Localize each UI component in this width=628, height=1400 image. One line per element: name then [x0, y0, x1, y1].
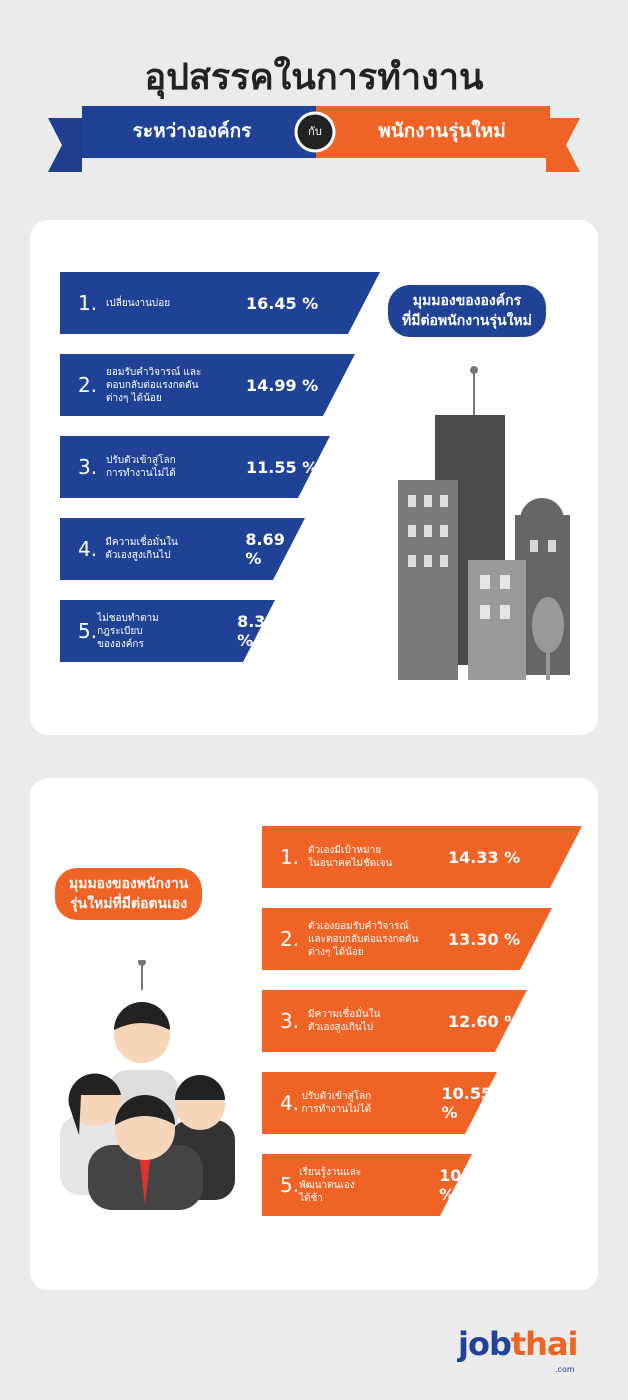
- item-value: 14.33 %: [448, 847, 521, 867]
- rank: 2.: [280, 927, 300, 951]
- item-text: ตัวเองยอมรับคำวิจารณ์ และตอบกลับต่อแรงกดด…: [308, 920, 448, 959]
- item-text: ตัวเองมีเป้าหมายในอนาคตไม่ชัดเจน: [308, 844, 448, 870]
- funnel-bar: 5. ไม่ชอบทำตาม กฎระเบียบ ขององค์กร 8.30 %: [60, 600, 275, 662]
- item-text: ไม่ชอบทำตาม กฎระเบียบ ขององค์กร: [97, 612, 237, 651]
- item-text-line: ในอนาคตไม่ชัดเจน: [308, 858, 393, 869]
- buildings-illustration: [398, 366, 570, 680]
- item-text-line: เรียนรู้งานและ: [299, 1166, 362, 1178]
- logo-domain: .com: [555, 1365, 575, 1374]
- bubble-line: รุ่นใหม่ที่มีต่อตนเอง: [70, 896, 188, 912]
- rank: 2.: [78, 373, 98, 397]
- item-text: มีความเชื่อมั่นในตัวเองสูงเกินไป: [308, 1008, 448, 1034]
- item-text: ยอมรับคำวิจารณ์ และ ตอบกลับต่อแรงกดดัน ต่า…: [106, 366, 246, 405]
- item-text-line: ตัวเองมีเป้าหมาย: [308, 845, 382, 856]
- item-value: 8.69 %: [245, 530, 285, 568]
- rank: 4.: [78, 537, 98, 561]
- funnel-bar: 2. ตัวเองยอมรับคำวิจารณ์ และตอบกลับต่อแรงก…: [262, 908, 552, 970]
- item-text-line: ได้ช้า: [299, 1192, 324, 1204]
- item-text-line: ปรับตัวเข้าสู่โลก: [106, 455, 176, 466]
- bubble: มุมมองของพนักงานรุ่นใหม่ที่มีต่อตนเอง: [55, 868, 203, 920]
- item-text-line: ตัวเองยอมรับคำวิจารณ์: [308, 920, 409, 932]
- funnel-bar: 3. มีความเชื่อมั่นใน ตัวเองสูงเกินไป 12.60 …: [262, 990, 527, 1052]
- item-text-line: พัฒนาตนเอง: [299, 1179, 355, 1191]
- rank: 5.: [78, 619, 98, 643]
- item-text-line: มีความเชื่อมั่นใน: [308, 1009, 381, 1020]
- item-text-line: ตอบกลับต่อแรงกดดัน: [106, 379, 199, 391]
- item-value: 16.45 %: [246, 293, 319, 313]
- item-text: ปรับตัวเข้าสู่โลกการทำงานไม่ได้: [302, 1090, 442, 1116]
- item-text-line: มีความเชื่อมั่นใน: [105, 537, 178, 548]
- item-text-line: ตัวเองสูงเกินไป: [308, 1022, 374, 1033]
- funnel-bar: 1. เปลี่ยนงานบ่อย 16.45 %: [60, 272, 380, 334]
- title: อุปสรรคในการทำงาน: [144, 57, 484, 98]
- item-value: 12.60 %: [448, 1011, 521, 1031]
- rank: 1.: [280, 845, 300, 869]
- funnel-bar: 2. ยอมรับคำวิจารณ์ และ ตอบกลับต่อแรงกดดันต…: [60, 354, 355, 416]
- item-text: เรียนรู้งานและ พัฒนาตนเอง ได้ช้า: [299, 1166, 439, 1205]
- item-text-line: ตัวเองสูงเกินไป: [105, 550, 171, 561]
- funnel-bar: 4. ปรับตัวเข้าสู่โลก การทำงานไม่ได้ 10.55 %: [262, 1072, 497, 1134]
- bubble-line: ที่มีต่อพนักงานรุ่นใหม่: [402, 313, 532, 329]
- bubble-line: มุมมองขององค์กร: [412, 293, 522, 309]
- item-text-line: ต่างๆ ได้น้อย: [106, 392, 162, 404]
- item-value: 10.55 %: [441, 1084, 493, 1122]
- bubble: มุมมองขององค์กรที่มีต่อพนักงานรุ่นใหม่: [388, 285, 546, 337]
- ribbon-connector: กับ: [308, 125, 322, 138]
- item-text-line: กฎระเบียบ: [97, 625, 143, 637]
- rank: 3.: [280, 1009, 300, 1033]
- rank: 5.: [280, 1173, 300, 1197]
- logo-job: job: [458, 1325, 512, 1363]
- item-value: 14.99 %: [246, 375, 319, 395]
- item-text-line: ปรับตัวเข้าสู่โลก: [301, 1091, 372, 1102]
- item-text: เปลี่ยนงานบ่อย: [106, 297, 246, 310]
- ribbon-decor: [48, 106, 580, 172]
- ribbon-left: ระหว่างองค์กร: [132, 120, 252, 142]
- item-text-line: การทำงานไม่ได้: [106, 468, 176, 479]
- rank: 1.: [78, 291, 98, 315]
- logo-thai: thai: [510, 1325, 579, 1363]
- funnel-bar: 1. ตัวเองมีเป้าหมาย ในอนาคตไม่ชัดเจน 14.33 …: [262, 826, 582, 888]
- bubble-line: มุมมองของพนักงาน: [69, 876, 189, 892]
- item-text: ปรับตัวเข้าสู่โลกการทำงานไม่ได้: [106, 454, 246, 480]
- people-illustration: [60, 960, 235, 1210]
- item-text-line: เปลี่ยนงานบ่อย: [106, 297, 171, 309]
- funnel-bar: 3. ปรับตัวเข้าสู่โลก การทำงานไม่ได้ 11.55 %: [60, 436, 330, 498]
- rank: 3.: [78, 455, 98, 479]
- item-text-line: ต่างๆ ได้น้อย: [308, 946, 364, 958]
- funnel-bar: 4. มีความเชื่อมั่นใน ตัวเองสูงเกินไป 8.69 %: [60, 518, 305, 580]
- item-text-line: การทำงานไม่ได้: [301, 1104, 372, 1115]
- item-text-line: และตอบกลับต่อแรงกดดัน: [308, 933, 419, 945]
- item-text: มีความเชื่อมั่นในตัวเองสูงเกินไป: [105, 536, 245, 562]
- item-text-line: ไม่ชอบทำตาม: [97, 612, 159, 624]
- item-text-line: ยอมรับคำวิจารณ์ และ: [106, 366, 202, 378]
- item-value: 13.30 %: [448, 929, 521, 949]
- ribbon-right: พนักงานรุ่นใหม่: [378, 120, 506, 142]
- rank: 4.: [280, 1091, 300, 1115]
- item-text-line: ขององค์กร: [97, 638, 144, 650]
- item-value: 11.55 %: [246, 457, 319, 477]
